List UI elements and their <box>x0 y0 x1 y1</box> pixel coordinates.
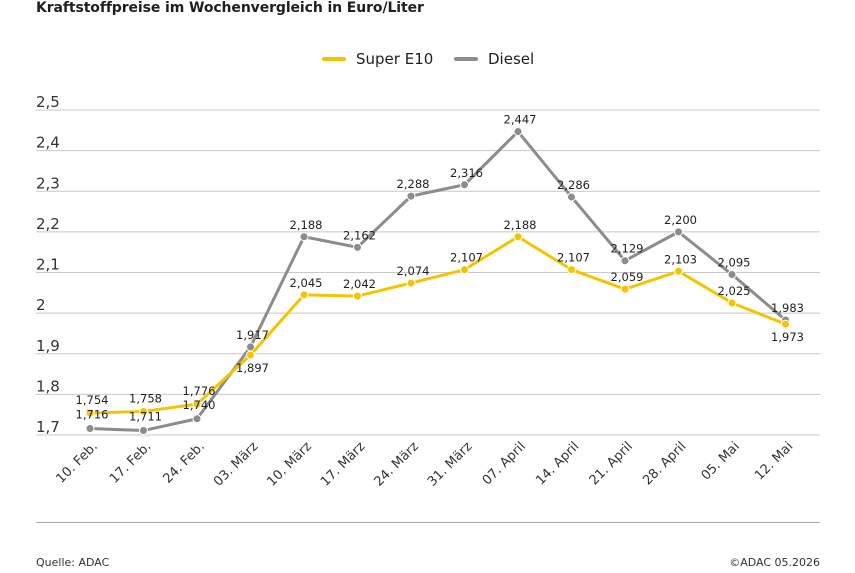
data-point <box>353 291 362 301</box>
data-label: 2,288 <box>397 177 430 191</box>
x-tick-label: 24. März <box>372 439 422 489</box>
data-point <box>620 256 630 266</box>
data-label: 1,740 <box>183 398 216 412</box>
legend-label-diesel: Diesel <box>488 50 535 68</box>
legend-swatch-diesel <box>454 57 478 61</box>
chart-title: Kraftstoffpreise im Wochenvergleich in E… <box>36 0 424 16</box>
data-label: 2,286 <box>557 178 590 192</box>
x-tick-label: 10. Feb. <box>53 439 100 486</box>
data-point <box>139 426 148 436</box>
data-label: 1,983 <box>771 301 804 315</box>
legend: Super E10 Diesel <box>0 50 855 72</box>
data-point <box>246 350 255 360</box>
y-tick-label: 1,9 <box>36 337 60 355</box>
data-point <box>727 270 737 280</box>
y-tick-label: 2 <box>36 296 46 314</box>
data-label: 2,162 <box>343 228 376 242</box>
data-label: 2,316 <box>450 166 483 180</box>
data-point <box>192 399 202 409</box>
y-tick-label: 1,8 <box>36 377 60 395</box>
x-tick-label: 17. März <box>318 439 368 489</box>
series-line <box>88 130 787 433</box>
x-tick-label: 07. April <box>480 439 529 488</box>
source-text: Quelle: ADAC <box>36 556 110 569</box>
data-point <box>513 232 523 242</box>
y-tick-label: 2,3 <box>36 174 60 192</box>
data-label: 1,897 <box>236 361 269 375</box>
y-tick-label: 2,5 <box>36 93 60 111</box>
data-point <box>567 192 576 202</box>
x-tick-label: 17. Feb. <box>107 439 154 486</box>
data-label: 2,103 <box>664 252 697 266</box>
legend-label-super-e10: Super E10 <box>356 50 434 68</box>
x-tick-label: 28. April <box>640 439 689 488</box>
data-label: 1,711 <box>129 410 162 424</box>
legend-swatch-super-e10 <box>322 57 346 61</box>
legend-item-super-e10: Super E10 <box>322 50 433 68</box>
data-label: 2,447 <box>504 113 537 127</box>
data-label: 1,917 <box>236 328 269 342</box>
series-line <box>88 235 787 415</box>
y-tick-label: 2,4 <box>36 134 60 152</box>
data-label: 2,129 <box>611 242 644 256</box>
data-point <box>781 319 790 329</box>
data-point <box>299 290 309 300</box>
data-point <box>299 232 309 242</box>
data-label: 1,973 <box>771 330 804 344</box>
y-tick-label: 1,7 <box>36 418 60 436</box>
data-label: 2,095 <box>718 256 751 270</box>
copyright-text: ©ADAC 05.2026 <box>729 556 820 569</box>
data-label: 1,754 <box>76 393 109 407</box>
data-point <box>674 266 683 276</box>
data-label: 2,200 <box>664 213 697 227</box>
data-point <box>192 414 202 424</box>
data-point <box>620 284 630 294</box>
data-point <box>85 408 95 418</box>
footer-divider <box>36 522 820 523</box>
data-label: 2,025 <box>718 284 751 298</box>
data-label: 1,776 <box>183 384 216 398</box>
data-point <box>674 227 683 237</box>
x-tick-label: 03. März <box>211 439 261 489</box>
data-label: 2,107 <box>450 251 483 265</box>
data-point <box>567 265 576 275</box>
data-point <box>460 265 469 275</box>
data-label: 1,716 <box>76 408 109 422</box>
y-tick-label: 2,1 <box>36 256 60 274</box>
data-point <box>460 180 469 190</box>
data-label: 2,074 <box>397 264 430 278</box>
data-point <box>406 191 416 201</box>
data-label: 2,188 <box>290 218 323 232</box>
data-label: 2,188 <box>504 218 537 232</box>
data-label: 2,045 <box>290 276 323 290</box>
x-tick-label: 31. März <box>425 439 475 489</box>
data-label: 2,059 <box>611 270 644 284</box>
data-point <box>727 298 737 308</box>
data-point <box>406 278 416 288</box>
data-point <box>85 424 95 433</box>
legend-item-diesel: Diesel <box>454 50 534 68</box>
data-label: 2,107 <box>557 251 590 265</box>
data-label: 2,042 <box>343 277 376 291</box>
data-point <box>139 406 148 416</box>
x-tick-label: 14. April <box>533 439 582 488</box>
x-tick-label: 24. Feb. <box>160 439 207 486</box>
x-tick-label: 21. April <box>587 439 636 488</box>
data-label: 1,758 <box>129 391 162 405</box>
y-tick-label: 2,2 <box>36 215 60 233</box>
x-tick-label: 12. Mai <box>752 439 796 483</box>
x-tick-label: 05. Mai <box>699 439 743 483</box>
data-point <box>353 242 362 252</box>
x-tick-label: 10. März <box>265 439 315 489</box>
data-point <box>513 127 523 137</box>
